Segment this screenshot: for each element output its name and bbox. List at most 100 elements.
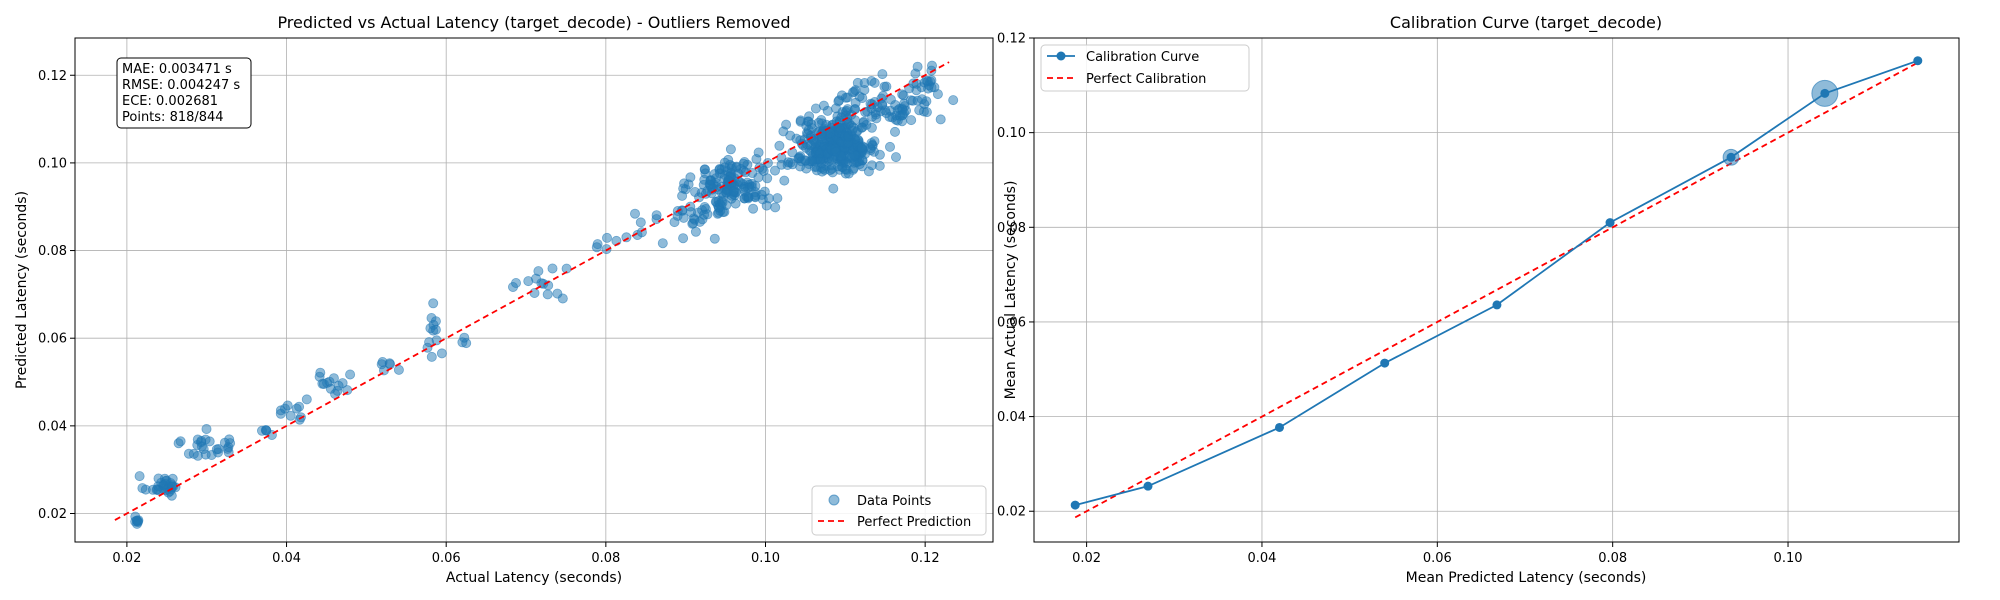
- data-point: [857, 155, 868, 166]
- data-point: [774, 140, 785, 151]
- calibration-legend[interactable]: Calibration Curve Perfect Calibration: [1040, 44, 1250, 92]
- calibration-point: [1820, 88, 1830, 98]
- data-point: [436, 348, 447, 359]
- calibration-point: [1143, 481, 1153, 491]
- data-point: [657, 238, 668, 249]
- calibration-point: [1605, 218, 1615, 228]
- data-point: [204, 436, 215, 447]
- data-point: [134, 471, 145, 482]
- scatter-panel: Predicted vs Actual Latency (target_deco…: [14, 13, 994, 586]
- scatter-x-tick-label: 0.08: [591, 551, 620, 566]
- calibration-title: Calibration Curve (target_decode): [1390, 13, 1662, 33]
- data-point: [825, 128, 836, 139]
- data-point: [333, 380, 344, 391]
- data-point: [279, 403, 290, 414]
- scatter-y-tick-label: 0.06: [38, 332, 67, 347]
- data-point: [948, 95, 959, 106]
- data-point: [918, 106, 929, 117]
- calibration-y-tick-label: 0.10: [997, 126, 1026, 141]
- data-point: [285, 410, 296, 421]
- data-point: [699, 209, 710, 220]
- data-point: [772, 193, 783, 204]
- data-point: [384, 359, 395, 370]
- data-point: [899, 98, 910, 109]
- data-point: [738, 183, 749, 194]
- data-point: [223, 442, 234, 453]
- data-point: [818, 100, 829, 111]
- data-point: [935, 114, 946, 125]
- data-point: [923, 83, 934, 94]
- data-point: [301, 394, 312, 405]
- data-point: [761, 200, 772, 211]
- calibration-x-tick-label: 0.08: [1598, 551, 1627, 566]
- data-point: [897, 110, 908, 121]
- scatter-legend[interactable]: Data Points Perfect Prediction: [811, 485, 987, 536]
- calibration-point: [1274, 422, 1284, 432]
- data-point: [557, 293, 568, 304]
- scatter-x-tick-label: 0.04: [272, 551, 301, 566]
- data-point: [849, 150, 860, 161]
- data-point: [677, 190, 688, 201]
- data-point: [890, 126, 901, 137]
- data-point: [206, 449, 217, 460]
- data-point: [324, 376, 335, 387]
- data-point: [874, 149, 885, 160]
- calibration-panel: Calibration Curve (target_decode) 0.02 0.…: [997, 13, 1960, 586]
- calibration-plot-frame: [1033, 37, 1960, 543]
- scatter-x-tick-label: 0.12: [911, 551, 940, 566]
- data-point: [192, 434, 203, 445]
- perfect-prediction-line: [114, 61, 950, 521]
- data-point: [879, 81, 890, 92]
- data-point: [848, 122, 859, 133]
- data-point: [704, 179, 715, 190]
- stats-ece: ECE: 0.002681: [122, 94, 218, 109]
- calibration-legend-frame: [1040, 44, 1250, 92]
- data-point: [601, 244, 612, 255]
- scatter-y-tick-label: 0.02: [38, 507, 67, 522]
- data-point: [779, 175, 790, 186]
- stats-points: Points: 818/844: [122, 110, 224, 125]
- scatter-y-tick-label: 0.12: [38, 69, 67, 84]
- data-point: [547, 263, 558, 274]
- data-point: [866, 122, 877, 133]
- scatter-y-axis-label: Predicted Latency (seconds): [14, 191, 30, 389]
- data-point: [867, 111, 878, 122]
- data-point: [651, 214, 662, 225]
- data-point: [841, 164, 852, 175]
- calibration-x-tick-label: 0.06: [1423, 551, 1452, 566]
- data-point: [856, 142, 867, 153]
- stats-mae: MAE: 0.003471 s: [122, 62, 232, 77]
- calibration-point: [1726, 152, 1736, 162]
- data-point: [911, 85, 922, 96]
- data-point: [834, 122, 845, 133]
- data-point: [428, 298, 439, 309]
- scatter-legend-frame: [811, 485, 987, 536]
- scatter-axis-ticks: 0.02 0.04 0.06 0.08 0.10 0.12 0.02 0.04 0.06 0.08…: [38, 69, 940, 566]
- data-point: [728, 186, 739, 197]
- calibration-axis-ticks: 0.02 0.04 0.06 0.08 0.10 0.02 0.04 0.06 0.08 0.10…: [997, 32, 1802, 567]
- legend-calibration-curve-label: Calibration Curve: [1086, 50, 1199, 65]
- scatter-x-tick-label: 0.02: [112, 551, 141, 566]
- data-point: [762, 157, 773, 168]
- data-point: [166, 490, 177, 501]
- data-point: [678, 233, 689, 244]
- legend-perfect-calibration-label: Perfect Calibration: [1086, 72, 1206, 87]
- data-point: [785, 130, 796, 141]
- calibration-point: [1913, 56, 1923, 66]
- data-point: [725, 144, 736, 155]
- data-point: [819, 164, 830, 175]
- calibration-y-tick-label: 0.02: [997, 505, 1026, 520]
- data-point: [843, 131, 854, 142]
- data-point: [542, 289, 553, 300]
- data-point: [912, 95, 923, 106]
- data-point: [315, 367, 326, 378]
- data-point: [426, 351, 437, 362]
- data-point: [591, 242, 602, 253]
- data-point: [173, 438, 184, 449]
- legend-data-points-label: Data Points: [857, 494, 931, 509]
- data-point: [393, 364, 404, 375]
- calibration-y-tick-label: 0.06: [997, 315, 1026, 330]
- data-point: [803, 125, 814, 136]
- data-point: [188, 448, 199, 459]
